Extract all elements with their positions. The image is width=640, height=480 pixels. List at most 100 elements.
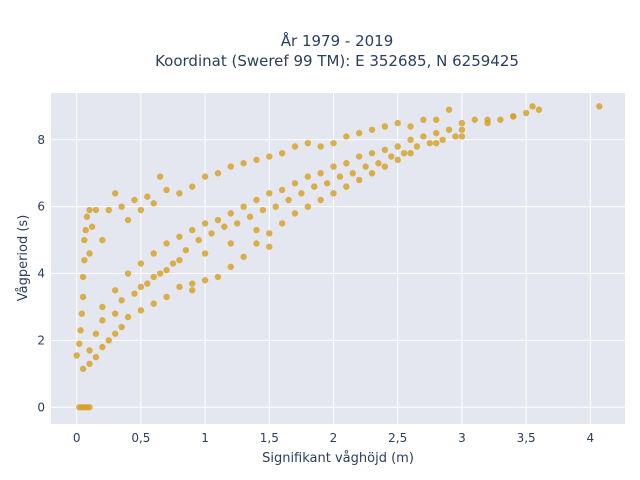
data-point	[77, 327, 84, 334]
data-point	[375, 160, 382, 167]
data-point	[233, 220, 241, 227]
data-point	[266, 243, 273, 250]
data-point	[266, 153, 273, 160]
data-point	[458, 133, 466, 140]
data-point	[266, 230, 273, 237]
data-point	[253, 240, 260, 247]
data-point	[535, 106, 543, 113]
data-point	[394, 143, 401, 150]
data-point	[317, 196, 324, 204]
data-point	[259, 206, 267, 214]
data-point	[189, 183, 196, 190]
data-point	[420, 133, 427, 140]
data-point	[79, 293, 87, 301]
data-point	[458, 126, 466, 133]
chart-title-line-1: År 1979 - 2019	[281, 31, 394, 50]
x-tick-label: 3,5	[517, 431, 536, 445]
data-point	[176, 233, 183, 240]
data-point	[304, 139, 312, 147]
data-point	[163, 240, 170, 247]
x-tick-label: 0	[73, 431, 81, 445]
data-point	[131, 290, 138, 297]
data-point	[118, 323, 125, 331]
data-point	[208, 230, 215, 237]
data-point	[79, 365, 87, 373]
data-point	[330, 163, 337, 170]
chart-title-line-2: Koordinat (Sweref 99 TM): E 352685, N 62…	[155, 52, 519, 70]
data-point	[86, 360, 93, 368]
data-point	[137, 307, 145, 314]
data-point	[400, 149, 408, 157]
data-point	[137, 283, 145, 291]
y-tick-label: 2	[37, 333, 45, 347]
data-point	[105, 337, 112, 344]
data-point	[112, 330, 119, 337]
y-axis-title: Vågperiod (s)	[16, 215, 31, 302]
data-point	[381, 163, 389, 170]
data-point	[253, 156, 260, 164]
data-point	[298, 190, 305, 197]
data-point	[596, 103, 603, 110]
plot-area	[51, 93, 625, 424]
data-point	[278, 186, 286, 194]
data-point	[124, 216, 132, 224]
data-point	[311, 183, 318, 190]
x-tick-label: 4	[587, 431, 595, 445]
data-point	[221, 223, 228, 230]
data-point	[240, 160, 247, 167]
data-point	[285, 196, 292, 204]
data-point	[355, 176, 363, 184]
data-point	[156, 173, 164, 180]
data-point	[240, 203, 247, 210]
data-point	[439, 136, 446, 144]
data-point	[99, 303, 106, 311]
data-point	[253, 196, 260, 204]
data-point	[304, 203, 312, 210]
y-tick-label: 0	[37, 400, 45, 414]
data-point	[112, 287, 119, 294]
data-point	[407, 136, 414, 144]
data-point	[266, 190, 273, 197]
data-point	[163, 186, 170, 194]
data-point	[214, 170, 222, 177]
data-point	[156, 270, 164, 277]
data-point	[144, 280, 151, 287]
data-point	[433, 139, 440, 147]
data-point	[99, 236, 106, 244]
x-tick-labels: 0 0,5 1 1,5 2 2,5 3 3,5 4	[73, 431, 594, 445]
data-point	[317, 170, 324, 177]
data-point	[394, 119, 401, 127]
data-point	[81, 236, 88, 244]
x-tick-label: 2	[330, 431, 338, 445]
data-point	[291, 180, 299, 187]
data-point	[381, 123, 389, 130]
data-point	[278, 149, 286, 157]
data-point	[304, 173, 312, 180]
data-point	[433, 116, 440, 123]
data-point	[150, 300, 157, 307]
data-point	[355, 153, 363, 160]
data-point	[388, 153, 395, 160]
data-point	[189, 280, 196, 287]
data-point	[484, 116, 491, 123]
y-tick-label: 8	[37, 133, 45, 147]
data-point	[343, 133, 350, 140]
data-point	[227, 163, 234, 170]
data-point	[278, 220, 286, 227]
data-point	[176, 190, 183, 197]
data-point	[214, 216, 222, 224]
x-tick-label: 0,5	[131, 431, 150, 445]
data-point	[201, 250, 209, 257]
data-point	[163, 267, 170, 274]
data-point	[381, 146, 389, 154]
data-point	[420, 116, 427, 123]
data-point	[426, 139, 434, 147]
data-point	[105, 206, 112, 214]
data-point	[92, 330, 100, 337]
data-point	[529, 103, 536, 110]
data-point	[349, 170, 356, 177]
data-point	[137, 206, 145, 214]
data-point	[246, 213, 254, 220]
data-point	[182, 246, 190, 254]
